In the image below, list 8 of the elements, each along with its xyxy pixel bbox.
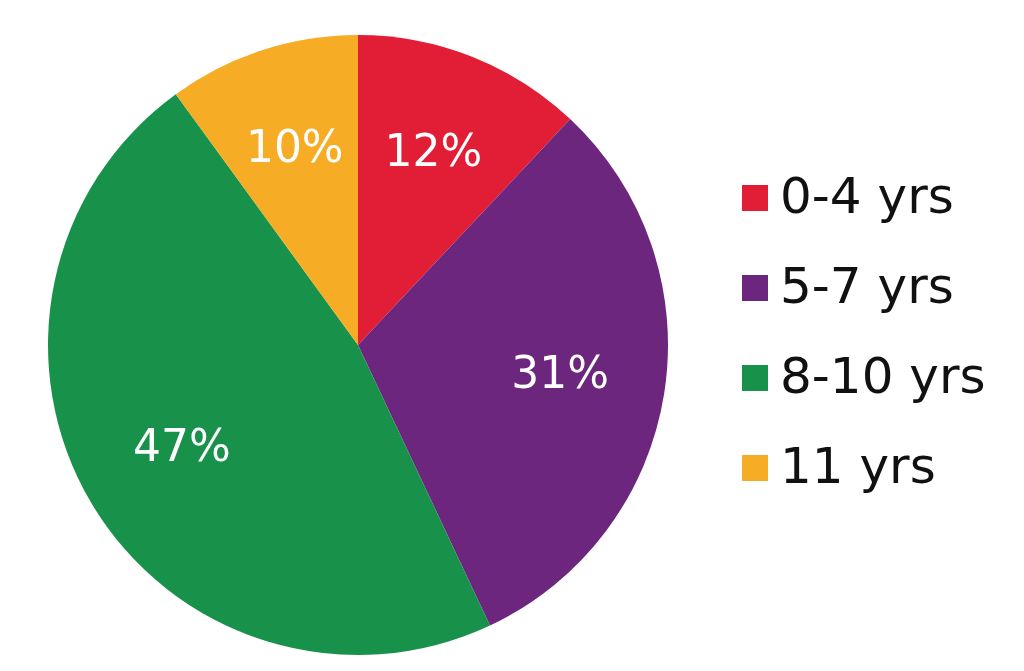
legend-label: 0-4 yrs (780, 166, 954, 225)
data-label: 31% (511, 347, 609, 399)
data-label: 12% (384, 125, 483, 177)
data-label: 47% (132, 419, 231, 471)
legend-label: 11 yrs (780, 436, 936, 495)
legend-label: 8-10 yrs (780, 346, 986, 405)
data-label: 10% (245, 120, 344, 172)
legend-label: 5-7 yrs (780, 256, 954, 315)
